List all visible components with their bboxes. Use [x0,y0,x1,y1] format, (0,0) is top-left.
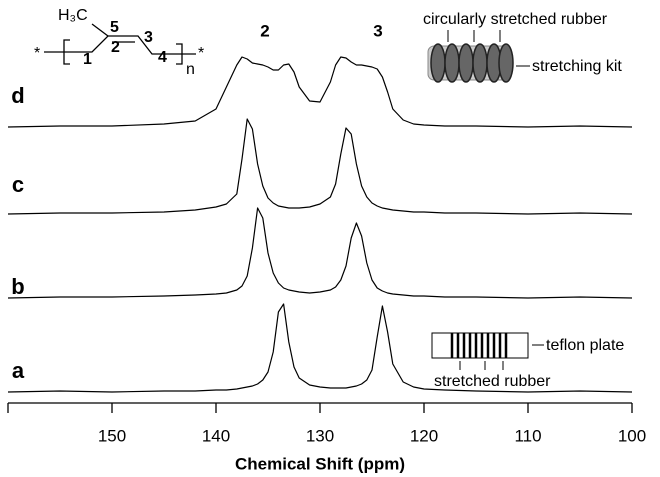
structure-label: 5 [110,19,119,36]
series-label: c [12,172,24,197]
x-tick-label: 110 [514,426,541,445]
structure-label: * [34,45,40,62]
x-axis-title: Chemical Shift (ppm) [235,454,405,473]
inset-label: stretched rubber [434,373,551,390]
x-tick-label: 100 [618,426,646,445]
structure-label: * [198,45,204,62]
x-tick-label: 130 [306,426,334,445]
structure-label: 2 [111,39,120,56]
inset-cylinder [427,30,530,83]
spectrum [7,56,633,128]
structure [44,23,196,65]
inset-label: teflon plate [546,337,624,354]
inset-plate [431,332,544,370]
spectrum [7,207,633,299]
series-label: b [11,274,24,299]
spectrum [7,118,633,215]
bracket [63,39,70,65]
series-label: d [11,83,24,108]
bond [91,23,109,37]
structure-label: n [186,61,195,78]
inset-label: circularly stretched rubber [423,11,608,28]
series-label: a [12,358,25,383]
peak-label: 3 [373,21,382,40]
x-tick-label: 150 [98,426,126,445]
bracket [176,43,183,65]
inset-label: stretching kit [532,58,622,75]
spectrum [7,303,633,393]
bond [44,35,196,55]
peak-label: 2 [260,21,269,40]
structure-label: 3 [144,29,153,46]
structure-label: 4 [158,49,167,66]
structure-label: 1 [83,51,92,68]
x-tick-label: 140 [202,426,230,445]
structure-label: H₃C [58,7,88,24]
x-tick-label: 120 [410,426,438,445]
